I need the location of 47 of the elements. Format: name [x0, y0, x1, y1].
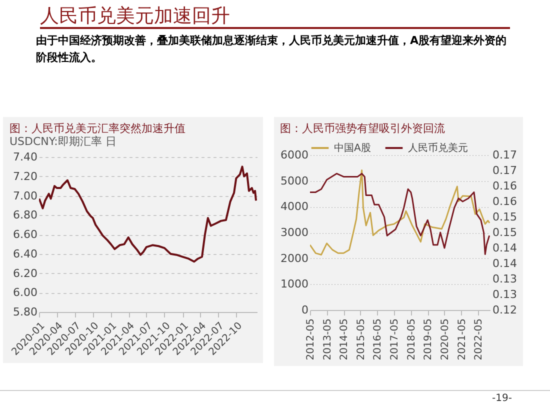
x-tick-label: 2015-05: [356, 318, 367, 360]
y-tick-label: 5000: [280, 174, 308, 188]
text: 由于中国经济预期改善，叠加美联储加息逐渐结束，人民币兑美元加速升值，A股有望迎来外资的阶段性流入。: [36, 33, 508, 66]
y2-tick-label: 0.12: [492, 304, 517, 316]
x-tick-label: 2022-05: [474, 318, 485, 360]
legend-label: 中国A股: [334, 142, 371, 154]
y-tick-label: 6.80: [13, 208, 38, 222]
y-tick-label: 5.80: [13, 306, 38, 318]
y2-tick-label: 0.17: [492, 148, 517, 162]
text: 人民币兑美元加速回升: [40, 4, 230, 29]
x-tick-label: 2021-05: [456, 318, 468, 360]
x-tick-label: 2014-05: [339, 318, 350, 360]
y2-tick-label: 0.16: [492, 195, 517, 208]
y-tick-label: 4000: [280, 200, 308, 214]
y-tick-label: 7.00: [13, 189, 38, 202]
y2-tick-label: 0.16: [492, 180, 517, 192]
x-tick-label: 2018-05: [406, 318, 418, 360]
y-tick-label: 6000: [280, 148, 308, 162]
y2-tick-label: 0.17: [492, 164, 517, 177]
y-tick-label: 6.20: [13, 266, 38, 280]
chart-title: 图：人民币强势有望吸引外资回流: [280, 122, 446, 135]
y-tick-label: 7.40: [13, 150, 38, 164]
y-tick-label: 2000: [280, 252, 308, 265]
y-tick-label: 1000: [280, 278, 308, 291]
x-tick-label: 2019-05: [423, 318, 434, 360]
x-tick-label: 2016-05: [372, 318, 384, 360]
x-tick-label: 2012-05: [306, 318, 316, 360]
y-tick-label: 3000: [280, 226, 308, 239]
chart-subtitle: USDCNY:即期汇率 日: [9, 135, 116, 148]
y2-tick-label: 0.14: [492, 257, 517, 270]
x-tick-label: 2013-05: [322, 318, 334, 360]
y2-tick-label: 0.15: [492, 226, 517, 239]
y2-tick-label: 0.13: [492, 288, 517, 301]
text: -19-: [492, 393, 512, 404]
y2-tick-label: 0.15: [492, 210, 517, 224]
x-tick-label: 2020-05: [440, 318, 451, 360]
y-tick-label: 6.40: [13, 247, 38, 260]
y2-tick-label: 0.14: [492, 242, 517, 254]
y-tick-label: 7.20: [13, 170, 38, 183]
legend-label: 人民币兑美元: [408, 142, 468, 154]
chart-title: 图：人民币兑美元汇率突然加速升值: [9, 122, 186, 135]
y-tick-label: 6.60: [13, 228, 38, 241]
y-tick-label: 6.00: [13, 286, 38, 300]
x-tick-label: 2017-05: [390, 318, 401, 360]
line-series: [39, 166, 257, 263]
y2-tick-label: 0.13: [492, 272, 517, 286]
y-tick-label: 0: [302, 304, 308, 316]
